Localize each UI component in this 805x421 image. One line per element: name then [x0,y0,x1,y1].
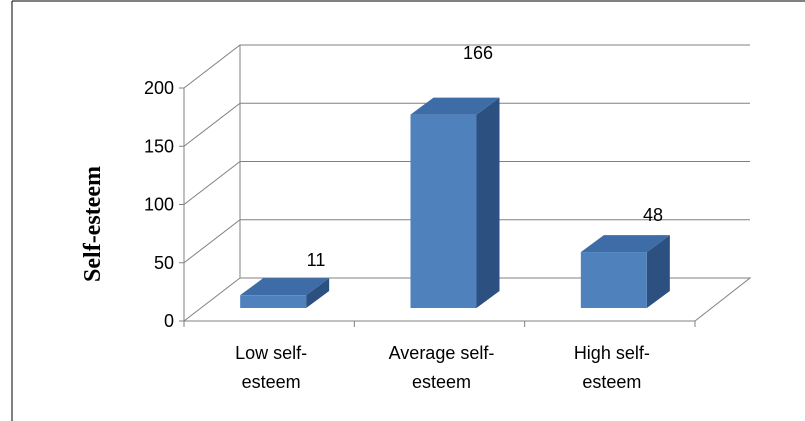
x-category-label: Low self- [235,343,307,363]
x-category-label: esteem [242,372,301,392]
bar-front [240,295,307,308]
data-label-1: 11 [307,250,326,270]
x-category-label: esteem [412,372,471,392]
gridlines [182,44,752,322]
bar-1 [240,278,330,308]
y-tick-label: 150 [144,136,174,156]
bar-top [580,235,670,253]
bar-top [410,97,500,115]
x-category-label: High self- [574,343,650,363]
axes [179,87,696,327]
bar-front [580,252,647,308]
bar-top [240,278,330,296]
bar-side [476,97,500,308]
y-tick-label: 100 [144,195,174,215]
bar-3 [580,235,670,308]
y-axis-label: Self-esteem [80,166,106,282]
bar-side [646,235,670,308]
bar-side [306,278,330,308]
labels: 0 50 100 150 200 11 Low self-esteem 166 Average … [144,43,663,392]
x-category-label: esteem [582,372,641,392]
data-label-2: 166 [463,43,493,63]
y-tick-label: 0 [164,311,174,331]
bar-2 [410,97,500,308]
x-category-label: Average self- [389,343,495,363]
y-tick-label: 200 [144,78,174,98]
bars [240,97,670,308]
y-tick-label: 50 [154,253,174,273]
bar-front [410,114,477,308]
data-label-3: 48 [643,205,663,225]
